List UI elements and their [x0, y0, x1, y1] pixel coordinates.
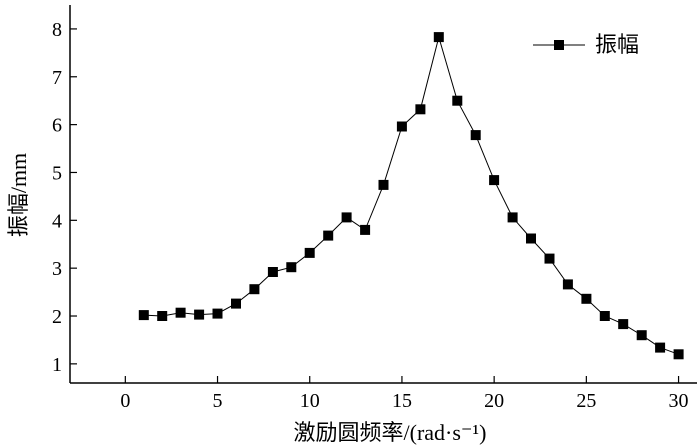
- legend: 振幅: [533, 32, 639, 57]
- y-axis-title: 振幅/mm: [6, 153, 31, 237]
- x-axis-title: 激励圆频率/(rad·s⁻¹): [294, 420, 487, 445]
- data-point-marker: [249, 284, 260, 295]
- data-point-marker: [507, 212, 518, 223]
- data-point-marker: [157, 311, 168, 321]
- data-point-marker: [581, 293, 592, 304]
- data-point-marker: [194, 309, 205, 320]
- data-point-marker: [286, 262, 297, 273]
- data-point-marker: [267, 267, 278, 277]
- x-tick-label: 25: [576, 390, 596, 412]
- x-tick-label: 15: [392, 390, 412, 412]
- legend-label: 振幅: [595, 32, 639, 57]
- data-point-marker: [470, 130, 481, 141]
- y-tick-label: 7: [52, 67, 62, 89]
- data-point-marker: [138, 310, 149, 321]
- series-layer: [138, 32, 684, 360]
- y-axis-ticks: 1 2 3 4 5 6 7 8: [52, 19, 77, 376]
- y-tick-label: 6: [52, 115, 62, 137]
- x-tick-label: 30: [669, 390, 689, 412]
- y-tick-label: 4: [52, 210, 62, 232]
- data-point-marker: [175, 307, 186, 318]
- x-tick-label: 10: [300, 390, 320, 412]
- series-line: [143, 35, 679, 355]
- y-tick-label: 3: [52, 258, 62, 280]
- data-point-marker: [618, 319, 629, 330]
- data-point-marker: [526, 233, 536, 244]
- data-point-marker: [562, 279, 573, 290]
- data-point-marker: [544, 253, 555, 264]
- x-axis-ticks: 0 5 10 15 20 25 30: [120, 376, 689, 412]
- data-point-marker: [341, 212, 352, 223]
- data-point-marker: [212, 308, 223, 319]
- y-tick-label: 8: [52, 19, 62, 41]
- data-point-marker: [378, 179, 389, 190]
- legend-marker: [554, 40, 564, 50]
- x-tick-label: 0: [120, 390, 130, 412]
- data-point-marker: [636, 330, 647, 341]
- data-point-marker: [599, 311, 610, 321]
- data-point-marker: [304, 247, 315, 258]
- data-point-marker: [673, 349, 684, 360]
- data-point-marker: [396, 121, 407, 132]
- data-point-marker: [489, 175, 500, 186]
- data-point-marker: [433, 32, 444, 43]
- x-tick-label: 20: [484, 390, 504, 412]
- data-point-marker: [323, 230, 334, 241]
- data-point-marker: [231, 298, 241, 309]
- y-tick-label: 2: [52, 306, 62, 328]
- y-tick-label: 1: [52, 354, 62, 376]
- data-point-marker: [360, 224, 371, 235]
- y-tick-label: 5: [52, 162, 62, 184]
- data-point-marker: [452, 95, 463, 106]
- data-point-marker: [655, 342, 666, 353]
- plot-frame: [69, 5, 697, 384]
- data-point-marker: [415, 104, 426, 115]
- x-tick-label: 5: [213, 390, 223, 412]
